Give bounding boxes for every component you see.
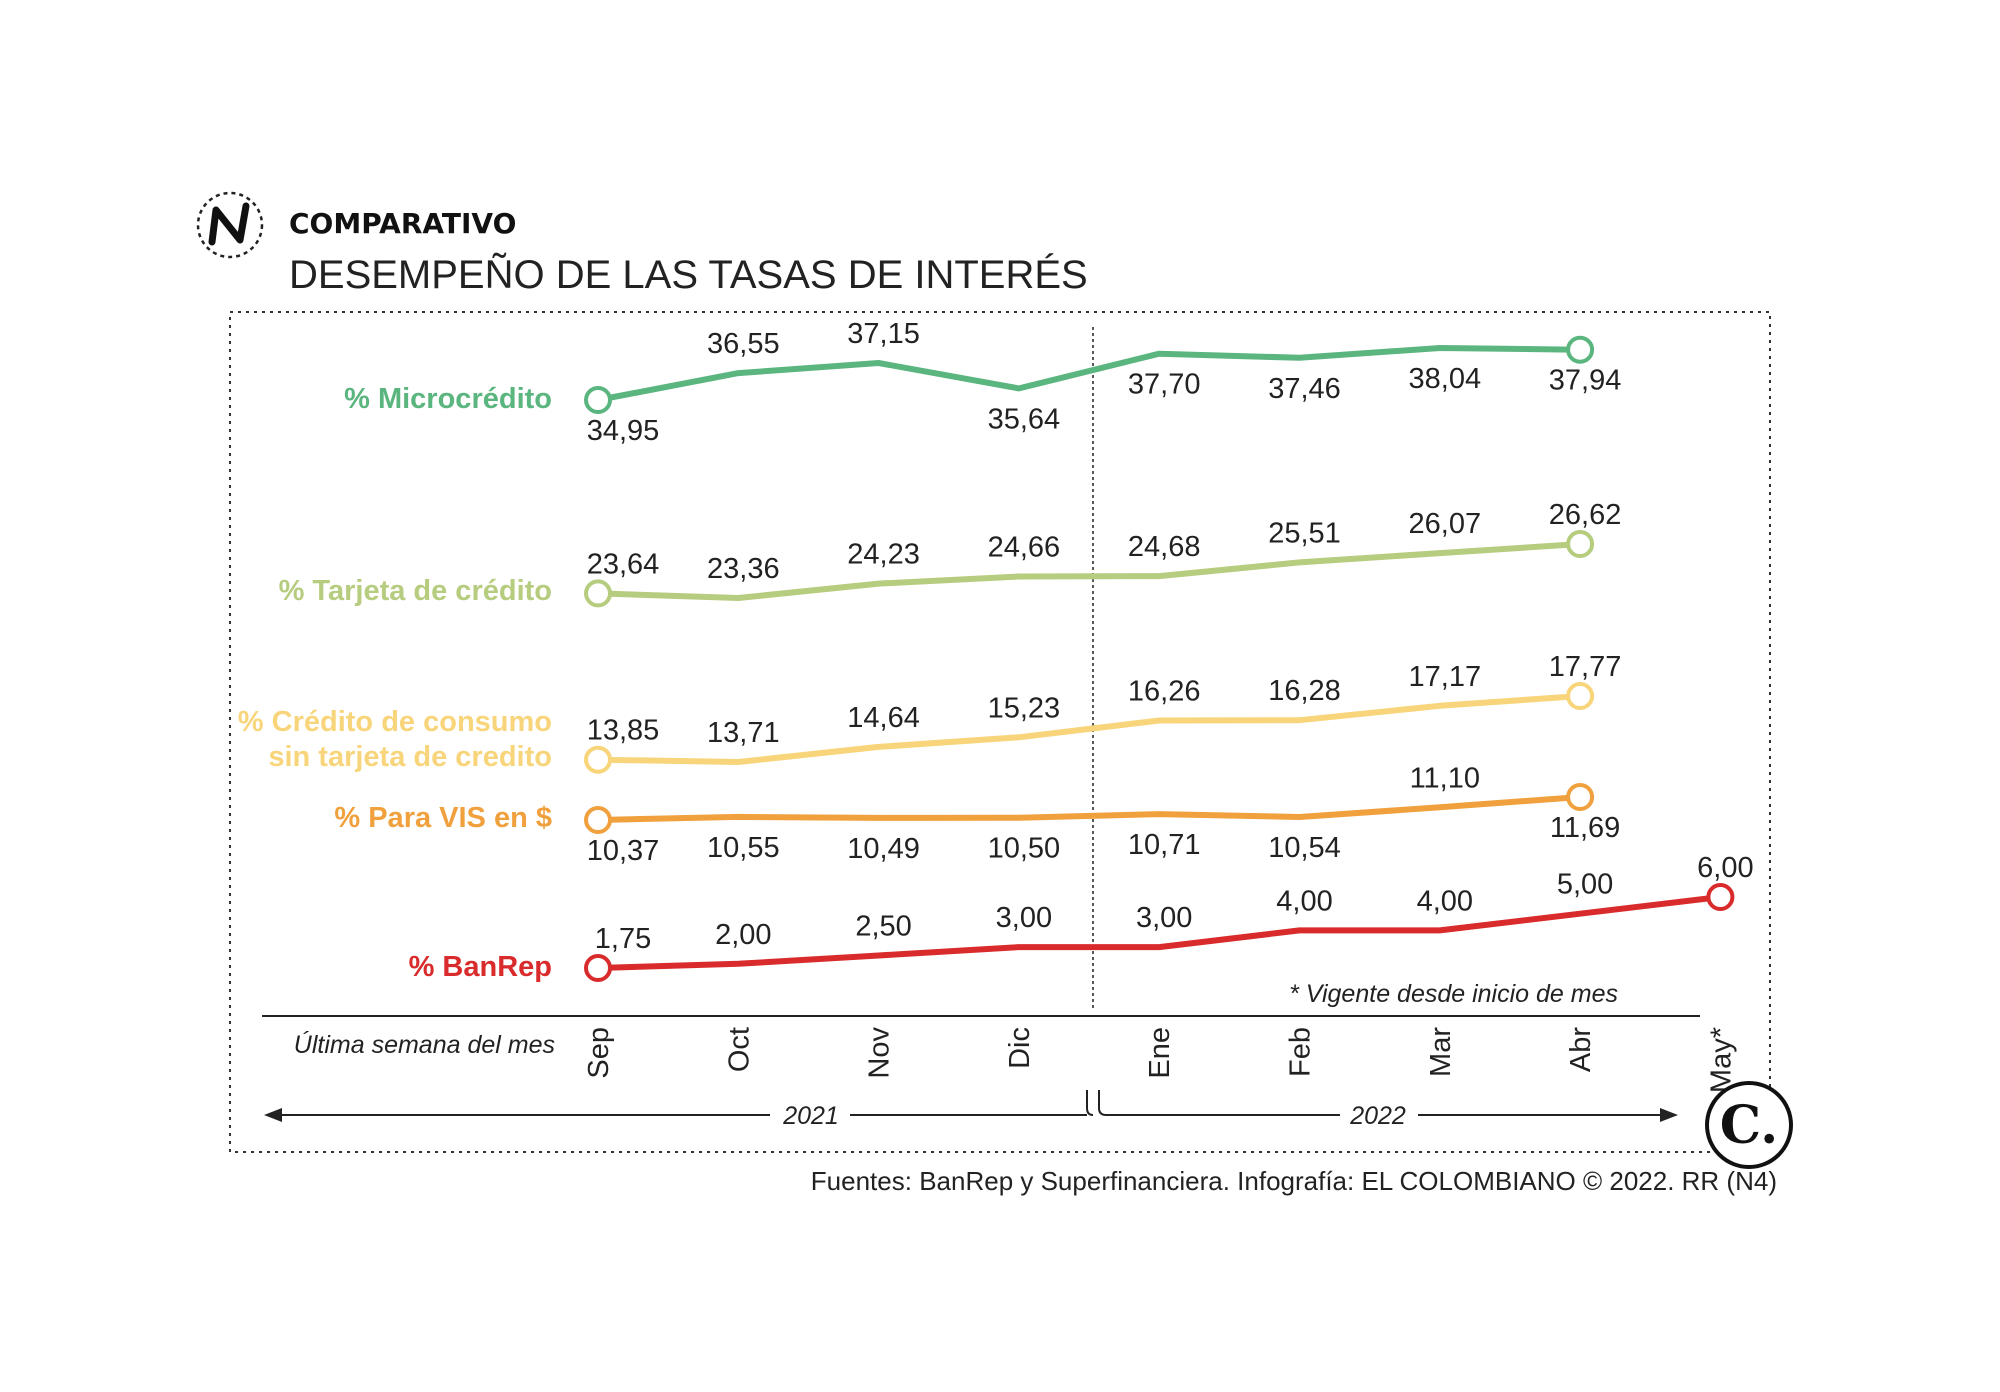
data-label-tarjeta-0: 23,64	[587, 548, 660, 580]
data-label-vis-0: 10,37	[587, 835, 660, 867]
data-label-consumo-6: 17,17	[1409, 661, 1482, 693]
data-label-consumo-2: 14,64	[847, 702, 920, 734]
series-label-vis: % Para VIS en $	[334, 802, 552, 834]
data-label-consumo-4: 16,26	[1128, 676, 1201, 708]
source-credit: Fuentes: BanRep y Superfinanciera. Infog…	[811, 1166, 1777, 1196]
x-tick-feb: Feb	[1285, 1027, 1317, 1077]
series-marker-consumo-0	[584, 745, 612, 774]
data-label-microcredito-4: 37,70	[1128, 369, 1201, 401]
data-label-microcredito-2: 37,15	[847, 318, 920, 350]
data-label-banrep-1: 2,00	[715, 919, 771, 951]
data-label-banrep-7: 5,00	[1557, 869, 1613, 901]
data-label-banrep-3: 3,00	[996, 902, 1052, 934]
data-label-consumo-1: 13,71	[707, 717, 780, 749]
year-2022-label: 2022	[1349, 1102, 1406, 1130]
data-label-tarjeta-5: 25,51	[1268, 517, 1341, 549]
data-label-vis-5: 10,54	[1268, 832, 1341, 864]
data-label-consumo-5: 16,28	[1268, 675, 1341, 707]
year-2022-arrow	[1098, 1090, 1678, 1122]
series-marker-microcredito-0	[584, 386, 612, 414]
series-marker-tarjeta-7	[1566, 530, 1595, 558]
data-label-microcredito-3: 35,64	[988, 403, 1061, 435]
series-microcredito: 34,95 36,55 37,15 35,64 37,70 37,46 38,04 37,94	[584, 318, 1622, 447]
series-line-vis	[597, 794, 1581, 823]
footnote: * Vigente desde inicio de mes	[1289, 980, 1618, 1008]
x-tick-sep: Sep	[583, 1027, 615, 1079]
series-marker-tarjeta-0	[584, 579, 612, 608]
series-marker-vis-7	[1566, 783, 1595, 811]
data-label-tarjeta-4: 24,68	[1128, 531, 1201, 563]
series-marker-consumo-7	[1566, 682, 1595, 710]
data-label-microcredito-7: 37,94	[1549, 365, 1622, 397]
data-label-tarjeta-3: 24,66	[988, 532, 1061, 564]
series-marker-banrep-8	[1706, 883, 1735, 911]
category-layer: Sep Oct Nov Dic Ene Feb Mar Abr May*	[583, 1027, 1737, 1094]
series-consumo: 13,85 13,71 14,64 15,23 16,26 16,28 17,17 17,77	[584, 651, 1622, 774]
series-label-tarjeta: % Tarjeta de crédito	[279, 575, 552, 607]
x-tick-oct: Oct	[723, 1027, 755, 1072]
series-marker-vis-0	[584, 806, 612, 834]
series-line-banrep	[597, 894, 1721, 971]
data-label-vis-1: 10,55	[707, 832, 780, 864]
data-label-vis-4: 10,71	[1128, 829, 1201, 861]
series-label-microcredito: % Microcrédito	[344, 383, 552, 415]
data-label-banrep-5: 4,00	[1276, 885, 1332, 917]
x-axis-label: Última semana del mes	[294, 1030, 555, 1059]
kicker: COMPARATIVO	[289, 207, 516, 240]
x-tick-abr: Abr	[1565, 1027, 1597, 1072]
series-label-consumo-line2: sin tarjeta de credito	[268, 741, 552, 773]
data-label-tarjeta-2: 24,23	[847, 539, 920, 571]
series-layer: 34,95 36,55 37,15 35,64 37,70 37,46 38,04 37,94…	[584, 318, 1754, 982]
series-line-tarjeta	[597, 541, 1581, 601]
data-label-microcredito-6: 38,04	[1409, 363, 1482, 395]
data-label-microcredito-5: 37,46	[1268, 373, 1341, 405]
series-label-consumo-line1: % Crédito de consumo	[238, 706, 552, 738]
data-label-consumo-7: 17,77	[1549, 651, 1622, 683]
data-label-banrep-2: 2,50	[855, 911, 911, 943]
series-vis: 10,37 10,55 10,49 10,50 10,71 10,54 11,10 11,69	[584, 762, 1620, 867]
logo-text: C.	[1720, 1095, 1779, 1156]
data-label-consumo-0: 13,85	[587, 715, 660, 747]
series-label-banrep: % BanRep	[409, 951, 552, 983]
x-tick-nov: Nov	[864, 1027, 896, 1079]
x-tick-ene: Ene	[1144, 1027, 1176, 1079]
data-label-banrep-8: 6,00	[1697, 852, 1753, 884]
x-tick-mar: Mar	[1425, 1027, 1457, 1077]
section-n-icon	[196, 191, 264, 259]
x-tick-dic: Dic	[1004, 1027, 1036, 1069]
data-label-tarjeta-1: 23,36	[707, 553, 780, 585]
x-tick-may: May*	[1705, 1027, 1737, 1093]
data-label-microcredito-1: 36,55	[707, 328, 780, 360]
data-label-tarjeta-6: 26,07	[1409, 508, 1482, 540]
series-banrep: 1,75 2,00 2,50 3,00 3,00 4,00 4,00 5,00 6,00	[584, 852, 1754, 982]
data-label-vis-6: 11,10	[1410, 762, 1480, 794]
data-label-vis-3: 10,50	[988, 833, 1061, 865]
data-label-banrep-4: 3,00	[1136, 902, 1192, 934]
series-tarjeta: 23,64 23,36 24,23 24,66 24,68 25,51 26,07 26,62	[584, 499, 1622, 608]
el-colombiano-logo: C.	[1705, 1081, 1793, 1169]
data-label-tarjeta-7: 26,62	[1549, 499, 1622, 531]
data-label-vis-7: 11,69	[1550, 812, 1620, 844]
chart-frame	[229, 311, 1771, 1153]
chart-title: DESEMPEÑO DE LAS TASAS DE INTERÉS	[289, 252, 1088, 297]
series-line-microcredito	[597, 345, 1581, 403]
series-marker-microcredito-7	[1566, 335, 1595, 364]
year-2021-label: 2021	[782, 1102, 839, 1130]
series-marker-banrep-0	[584, 954, 612, 982]
data-label-banrep-6: 4,00	[1417, 885, 1473, 917]
data-label-vis-2: 10,49	[847, 833, 920, 865]
data-label-consumo-3: 15,23	[988, 692, 1061, 724]
data-label-banrep-0: 1,75	[595, 923, 651, 955]
year-2021-arrow	[264, 1090, 1094, 1122]
series-line-consumo	[597, 693, 1581, 765]
data-label-microcredito-0: 34,95	[587, 415, 660, 447]
